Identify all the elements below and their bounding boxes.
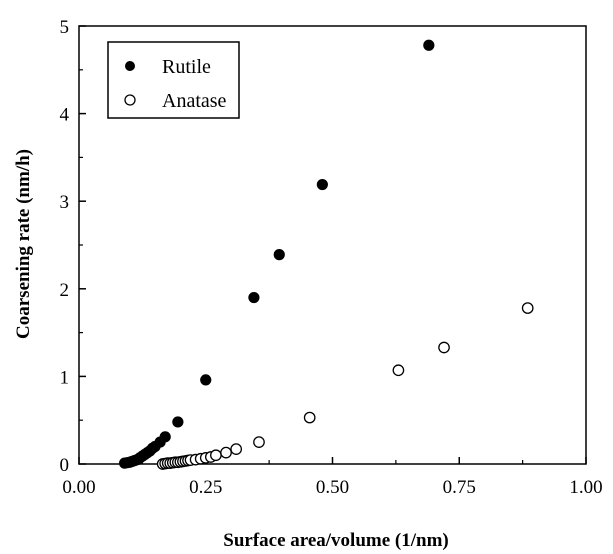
legend-box [107, 41, 240, 119]
legend-marker-rutile [125, 61, 135, 71]
y-tick-label: 0 [60, 455, 70, 476]
y-axis-title: Coarsening rate (nm/h) [13, 149, 34, 339]
legend-label-rutile: Rutile [162, 56, 211, 78]
data-points [119, 39, 534, 470]
data-point-anatase [521, 302, 534, 314]
data-point-anatase [253, 436, 265, 448]
x-axis-title: Surface area/volume (1/nm) [223, 530, 449, 551]
x-tick-label: 0.25 [189, 477, 222, 498]
data-point-anatase [303, 411, 316, 424]
plot-area [78, 25, 587, 470]
y-tick-label: 2 [60, 280, 70, 301]
legend-marker-anatase [124, 94, 136, 106]
data-point-anatase [220, 446, 232, 459]
data-point-rutile [316, 178, 328, 191]
data-point-rutile [248, 291, 260, 304]
x-tick-label: 1.00 [569, 477, 602, 498]
data-point-rutile [273, 249, 285, 261]
data-point-anatase [230, 443, 243, 455]
x-tick-label: 0.50 [316, 477, 349, 498]
x-tick-label: 0.00 [62, 477, 95, 498]
y-tick-label: 3 [60, 192, 70, 213]
legend-label-anatase: Anatase [162, 90, 227, 112]
x-tick-label: 0.75 [443, 477, 476, 498]
data-point-rutile [200, 374, 212, 386]
y-tick-label: 4 [60, 105, 70, 126]
y-tick-label: 1 [60, 367, 70, 388]
data-point-rutile [423, 39, 435, 51]
data-point-rutile [159, 431, 171, 443]
data-point-anatase [210, 449, 222, 462]
tick-labels: 0.00 0.25 0.50 0.75 1.00 0 1 2 3 4 5 [60, 17, 603, 498]
y-tick-label: 5 [60, 17, 70, 38]
data-point-anatase [392, 364, 405, 377]
legend: Rutile Anatase [107, 41, 240, 119]
data-point-anatase [438, 341, 450, 354]
axis-ticks [78, 25, 587, 465]
data-point-rutile [172, 416, 184, 428]
